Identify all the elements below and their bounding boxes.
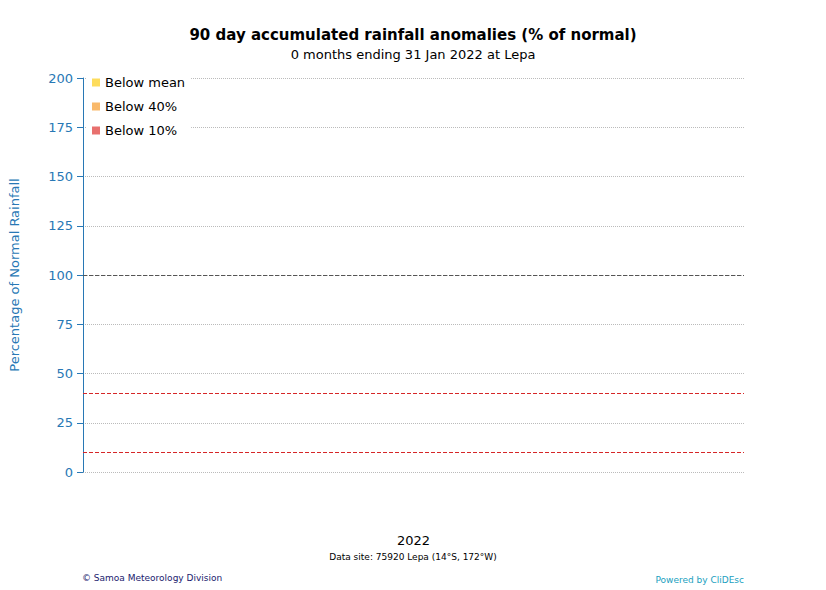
svg-text:75: 75 (56, 317, 73, 332)
svg-text:2022: 2022 (397, 533, 430, 548)
svg-text:Data site: 75920 Lepa (14°S, 1: Data site: 75920 Lepa (14°S, 172°W) (329, 552, 496, 562)
svg-text:90 day accumulated rainfall an: 90 day accumulated rainfall anomalies (%… (189, 26, 636, 44)
svg-text:100: 100 (48, 268, 73, 283)
svg-text:© Samoa Meteorology Division: © Samoa Meteorology Division (82, 573, 222, 583)
svg-text:175: 175 (48, 120, 73, 135)
svg-text:Powered by CliDEsc: Powered by CliDEsc (655, 575, 744, 585)
svg-text:0: 0 (65, 465, 73, 480)
svg-text:50: 50 (56, 366, 73, 381)
svg-text:125: 125 (48, 218, 73, 233)
svg-text:Below 40%: Below 40% (105, 99, 177, 114)
svg-text:Below 10%: Below 10% (105, 123, 177, 138)
svg-text:0 months ending 31 Jan 2022 at: 0 months ending 31 Jan 2022 at Lepa (291, 47, 536, 62)
svg-text:25: 25 (56, 415, 73, 430)
svg-text:Below mean: Below mean (105, 75, 185, 90)
svg-text:200: 200 (48, 71, 73, 86)
svg-text:Percentage of Normal Rainfall: Percentage of Normal Rainfall (7, 178, 22, 371)
svg-text:150: 150 (48, 169, 73, 184)
